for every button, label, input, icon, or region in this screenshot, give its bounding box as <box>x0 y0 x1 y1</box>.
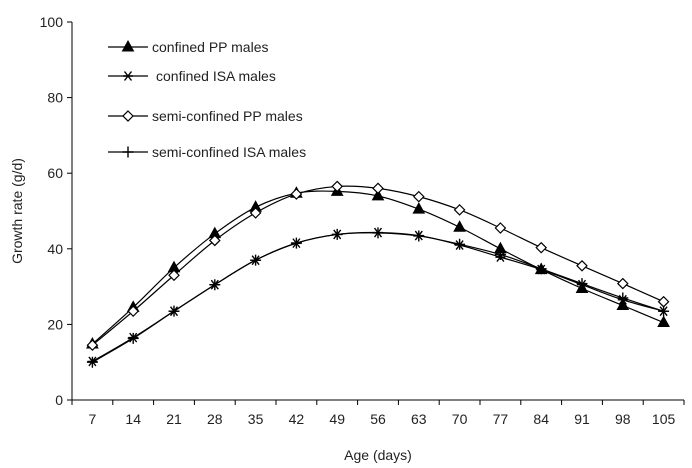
x-tick-label: 28 <box>207 411 223 427</box>
data-point <box>290 188 303 200</box>
y-tick-label: 20 <box>47 316 63 332</box>
data-point <box>535 263 547 275</box>
data-point <box>290 237 302 249</box>
y-tick-label: 0 <box>55 392 63 408</box>
series-1 <box>86 184 670 349</box>
data-point <box>453 220 466 232</box>
data-point <box>331 228 343 240</box>
legend: confined PP males confined ISA males semi-… <box>108 39 306 160</box>
series-3 <box>86 180 670 352</box>
x-tick-label: 84 <box>533 411 549 427</box>
x-tick-label: 14 <box>125 411 141 427</box>
x-tick-label: 77 <box>493 411 509 427</box>
legend-label: confined ISA males <box>156 68 276 84</box>
x-tick-label: 105 <box>652 411 676 427</box>
x-tick-label: 49 <box>329 411 345 427</box>
data-point <box>535 241 548 254</box>
legend-marker <box>123 71 133 81</box>
data-point <box>208 234 221 247</box>
data-point <box>86 356 98 368</box>
x-tick-label: 91 <box>574 411 590 427</box>
data-point <box>576 278 588 290</box>
series-2 <box>87 227 669 367</box>
series-4 <box>86 227 670 368</box>
data-point <box>494 248 506 260</box>
y-tick-label: 40 <box>47 241 63 257</box>
legend-label: confined PP males <box>152 39 268 55</box>
data-point <box>412 190 425 203</box>
data-point <box>127 332 139 344</box>
y-axis-title: Growth rate (g/d) <box>9 158 25 264</box>
data-point <box>412 202 426 214</box>
data-point <box>658 305 670 317</box>
series-line <box>92 231 664 362</box>
x-axis-ticks: 7 14 21 28 35 42 49 56 63 70 77 84 91 98 105 <box>71 400 685 427</box>
legend-marker <box>122 110 134 122</box>
legend-label: semi-confined ISA males <box>152 144 306 160</box>
data-point <box>331 180 344 193</box>
data-point <box>576 259 588 272</box>
x-tick-label: 7 <box>89 411 97 427</box>
y-axis-ticks: 0 20 40 60 80 100 <box>40 14 72 408</box>
y-tick-label: 80 <box>47 90 63 106</box>
data-point <box>372 227 384 239</box>
data-point <box>209 279 221 291</box>
x-tick-label: 42 <box>289 411 305 427</box>
data-point <box>616 277 629 290</box>
legend-item: semi-confined ISA males <box>108 144 306 160</box>
series-line <box>92 232 664 363</box>
data-point <box>371 188 385 201</box>
data-point <box>372 182 384 195</box>
y-tick-label: 60 <box>47 165 63 181</box>
data-point <box>168 305 180 317</box>
series-layer <box>86 180 670 368</box>
legend-item: confined ISA males <box>108 68 276 84</box>
data-point <box>454 238 466 250</box>
y-tick-label: 100 <box>40 14 64 30</box>
x-tick-label: 98 <box>615 411 631 427</box>
data-point <box>453 204 466 216</box>
legend-item: semi-confined PP males <box>108 108 303 124</box>
data-point <box>494 222 507 234</box>
legend-label: semi-confined PP males <box>152 108 303 124</box>
legend-marker <box>121 39 135 52</box>
x-tick-label: 35 <box>248 411 264 427</box>
data-point <box>249 207 262 219</box>
data-point <box>250 254 262 266</box>
data-point <box>657 315 670 328</box>
data-point <box>657 295 670 308</box>
data-point <box>413 230 425 242</box>
data-point <box>127 305 140 318</box>
x-tick-label: 56 <box>370 411 386 427</box>
x-tick-label: 70 <box>452 411 468 427</box>
x-tick-label: 21 <box>166 411 182 427</box>
axes <box>71 22 684 401</box>
x-axis-title: Age (days) <box>344 447 412 463</box>
data-point <box>86 339 99 352</box>
legend-marker <box>122 146 134 158</box>
x-tick-label: 63 <box>411 411 427 427</box>
data-point <box>617 292 629 304</box>
data-point <box>168 269 180 282</box>
legend-item: confined PP males <box>108 39 268 55</box>
